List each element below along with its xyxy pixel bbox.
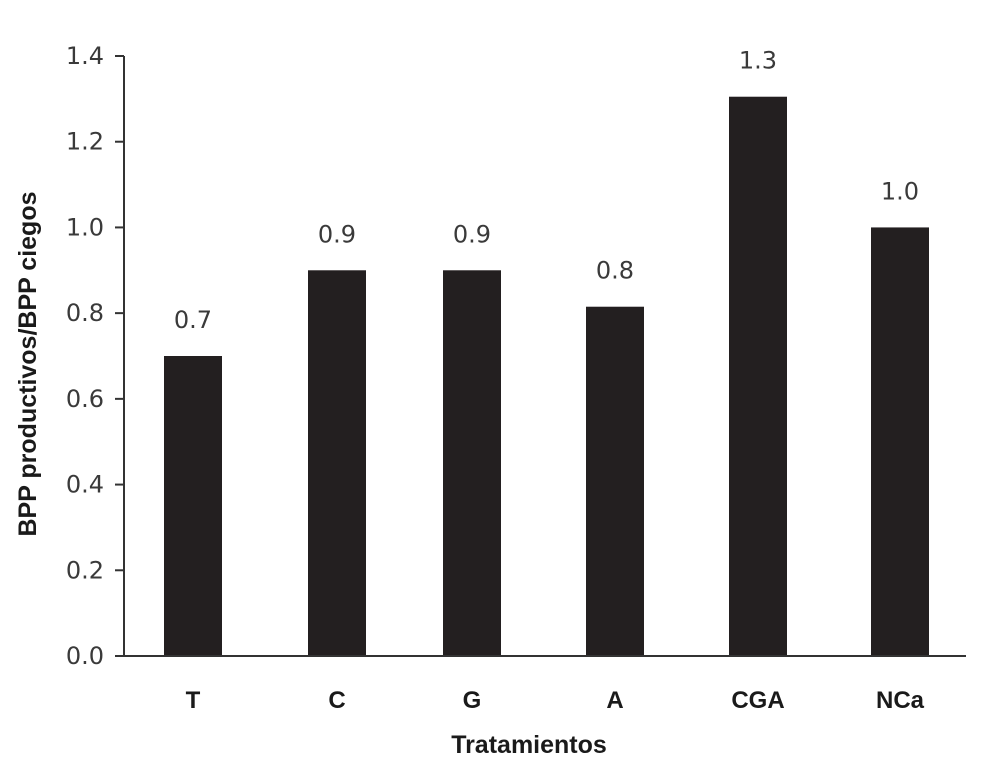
- y-tick-label: 1.4: [66, 42, 104, 70]
- bar-c: [308, 270, 366, 656]
- category-label-t: T: [186, 687, 201, 714]
- y-tick-label: 0.2: [66, 556, 104, 584]
- y-tick-label: 1.2: [66, 128, 104, 156]
- data-label-a: 0.8: [596, 257, 634, 285]
- y-tick-label: 0.6: [66, 385, 104, 413]
- bars: [164, 96, 929, 656]
- category-label-nca: NCa: [876, 687, 925, 714]
- y-tick-label: 0.4: [66, 471, 104, 499]
- x-axis-category-labels: T C G A CGA NCa: [186, 687, 925, 714]
- y-tick-label: 1.0: [66, 213, 104, 241]
- data-label-c: 0.9: [318, 220, 356, 248]
- bar-cga: [729, 96, 787, 656]
- bar-nca: [871, 227, 929, 656]
- bar-g: [443, 270, 501, 656]
- category-label-a: A: [606, 687, 623, 714]
- y-axis-title: BPP productivos/BPP ciegos: [14, 191, 42, 536]
- bar-a: [586, 306, 644, 656]
- category-label-g: G: [463, 687, 482, 714]
- x-axis-title: Tratamientos: [451, 731, 607, 759]
- data-label-cga: 1.3: [739, 47, 777, 75]
- y-tick-label: 0.8: [66, 299, 104, 327]
- y-axis-ticks: 0.0 0.2 0.4 0.6 0.8 1.0 1.2 1.4: [66, 42, 124, 670]
- bar-t: [164, 356, 222, 656]
- category-label-cga: CGA: [731, 687, 784, 714]
- data-label-g: 0.9: [453, 220, 491, 248]
- data-label-nca: 1.0: [881, 177, 919, 205]
- category-label-c: C: [328, 687, 345, 714]
- data-labels: 0.7 0.9 0.9 0.8 1.3 1.0: [174, 47, 919, 334]
- data-label-t: 0.7: [174, 306, 212, 334]
- y-tick-label: 0.0: [66, 642, 104, 670]
